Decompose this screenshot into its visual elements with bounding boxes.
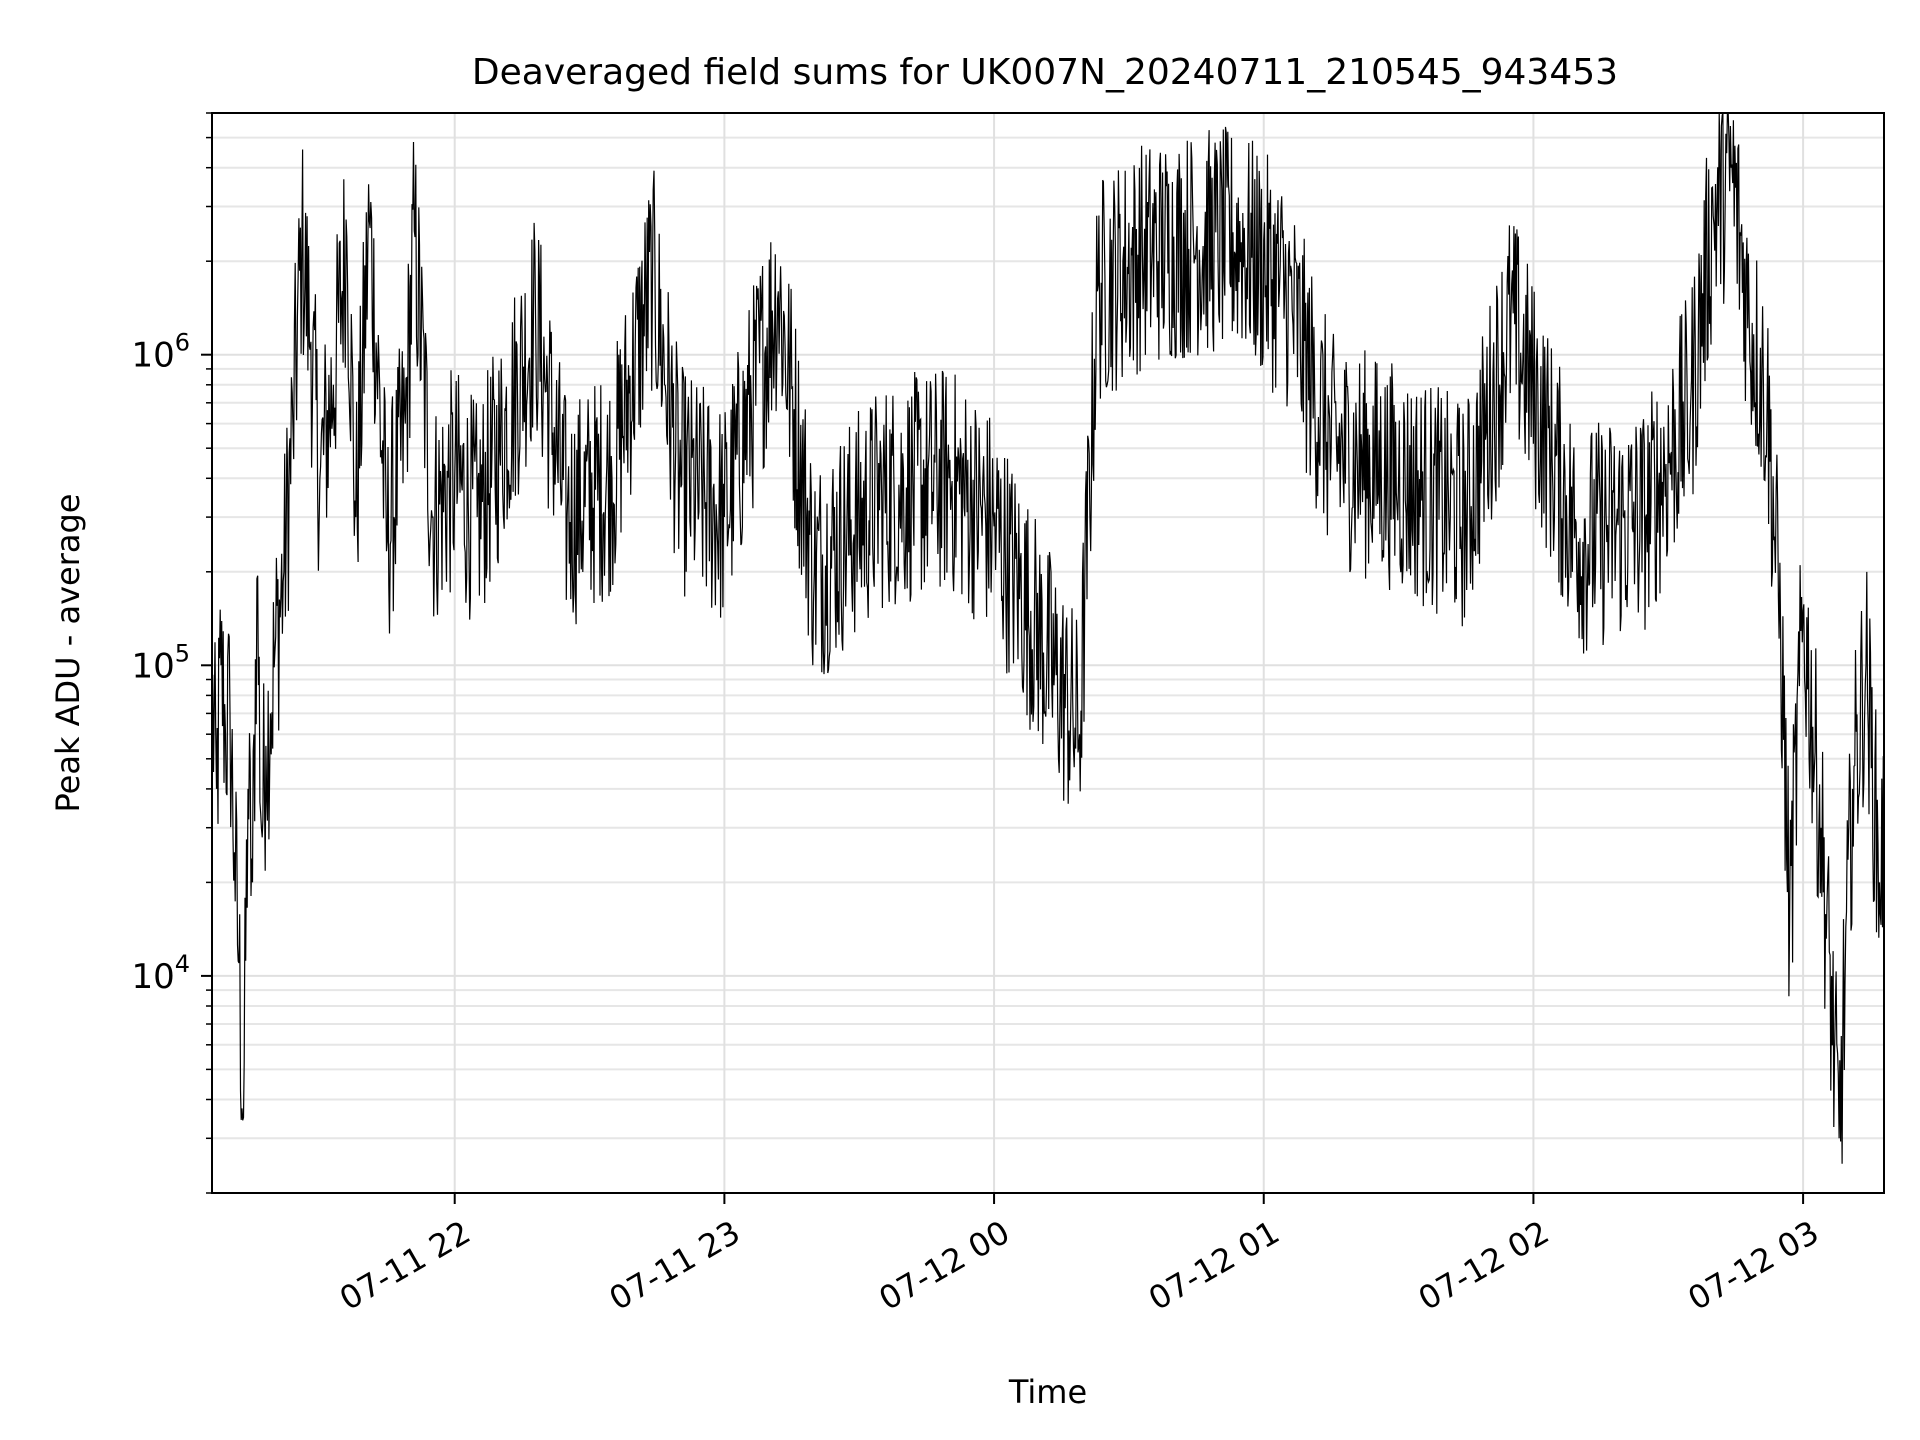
plot-frame (211, 112, 1885, 1194)
y-axis-label: Peak ADU - average (49, 494, 87, 813)
chart-title: Deaveraged field sums for UK007N_2024071… (472, 52, 1618, 93)
y-tick-label: 104 (131, 950, 190, 997)
y-axis-ticks: 104 105 106 (131, 112, 212, 1194)
x-axis-label: Time (1008, 1373, 1087, 1411)
y-tick-label: 105 (131, 639, 190, 686)
series-line (211, 112, 1885, 1164)
y-tick-label: 106 (131, 329, 190, 376)
series-group (211, 112, 1885, 1164)
